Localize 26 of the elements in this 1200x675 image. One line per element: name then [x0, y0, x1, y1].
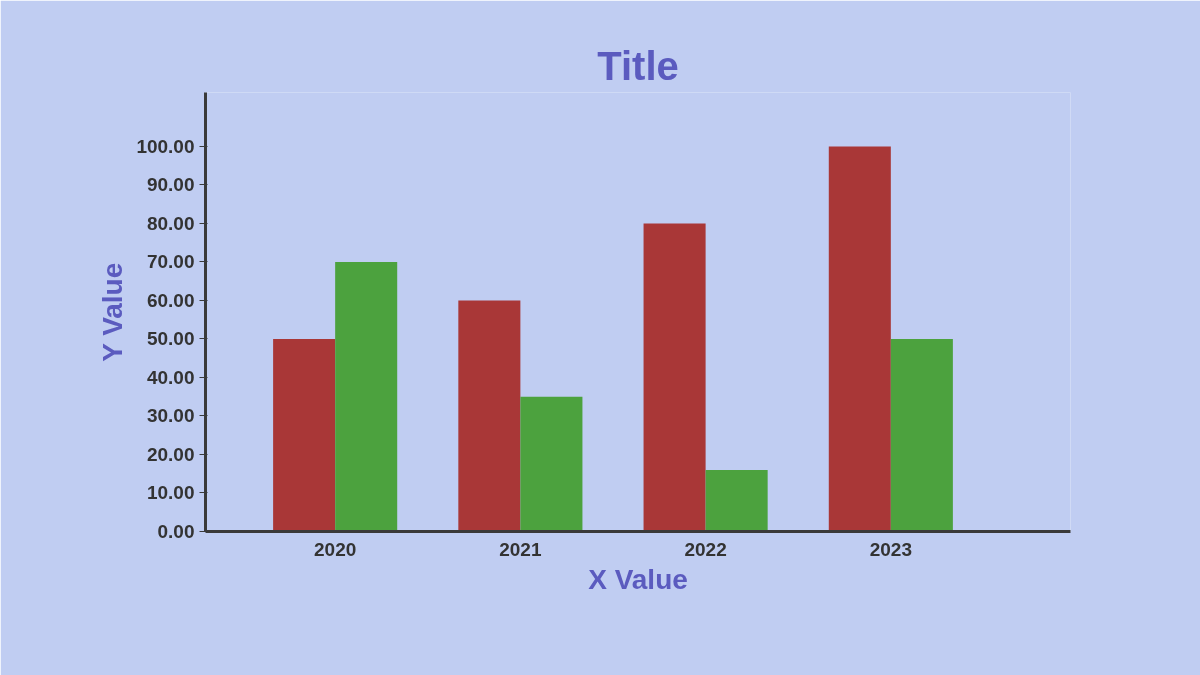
bar [520, 396, 583, 532]
x-tick-label: 2023 [869, 538, 912, 560]
x-tick-label: 2021 [499, 538, 542, 560]
x-axis-title: X Value [588, 563, 688, 595]
y-tick-label: 70.00 [146, 251, 195, 273]
bar [643, 223, 706, 532]
y-tick-label: 40.00 [146, 366, 195, 388]
y-tick-label: 50.00 [146, 328, 195, 350]
y-tick-label: 10.00 [146, 482, 195, 504]
bar [273, 338, 336, 532]
y-axis-title: Y Value [97, 262, 129, 362]
chart-title: Title [597, 43, 679, 88]
bar [890, 338, 953, 532]
y-tick-label: 90.00 [146, 174, 195, 196]
y-tick-label: 60.00 [146, 289, 195, 311]
y-tick-label: 100.00 [136, 135, 195, 157]
x-tick-label: 2020 [314, 538, 357, 560]
y-tick-label: 30.00 [146, 405, 195, 427]
bar [458, 300, 521, 532]
bar [705, 469, 768, 532]
x-tick-label: 2022 [684, 538, 727, 560]
bar [335, 261, 398, 532]
y-tick-label: 80.00 [146, 212, 195, 234]
bar [828, 146, 891, 532]
y-tick-label: 20.00 [146, 443, 195, 465]
y-tick-label: 0.00 [157, 521, 195, 542]
